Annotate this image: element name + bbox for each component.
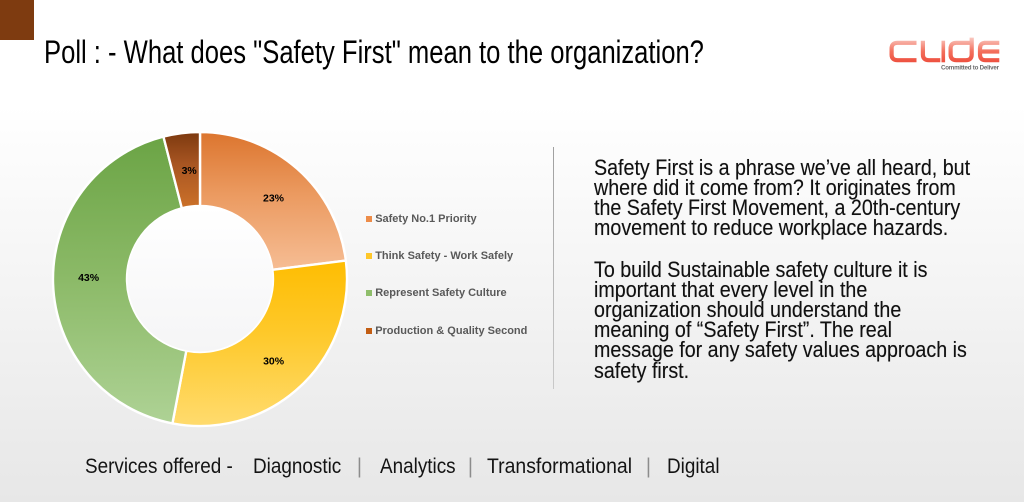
svg-text:23%: 23% [263,193,285,205]
svg-text:30%: 30% [263,355,285,367]
svg-text:43%: 43% [78,272,100,284]
svg-text:3%: 3% [182,165,198,177]
svg-text:Committed to Deliver: Committed to Deliver [941,65,1000,72]
